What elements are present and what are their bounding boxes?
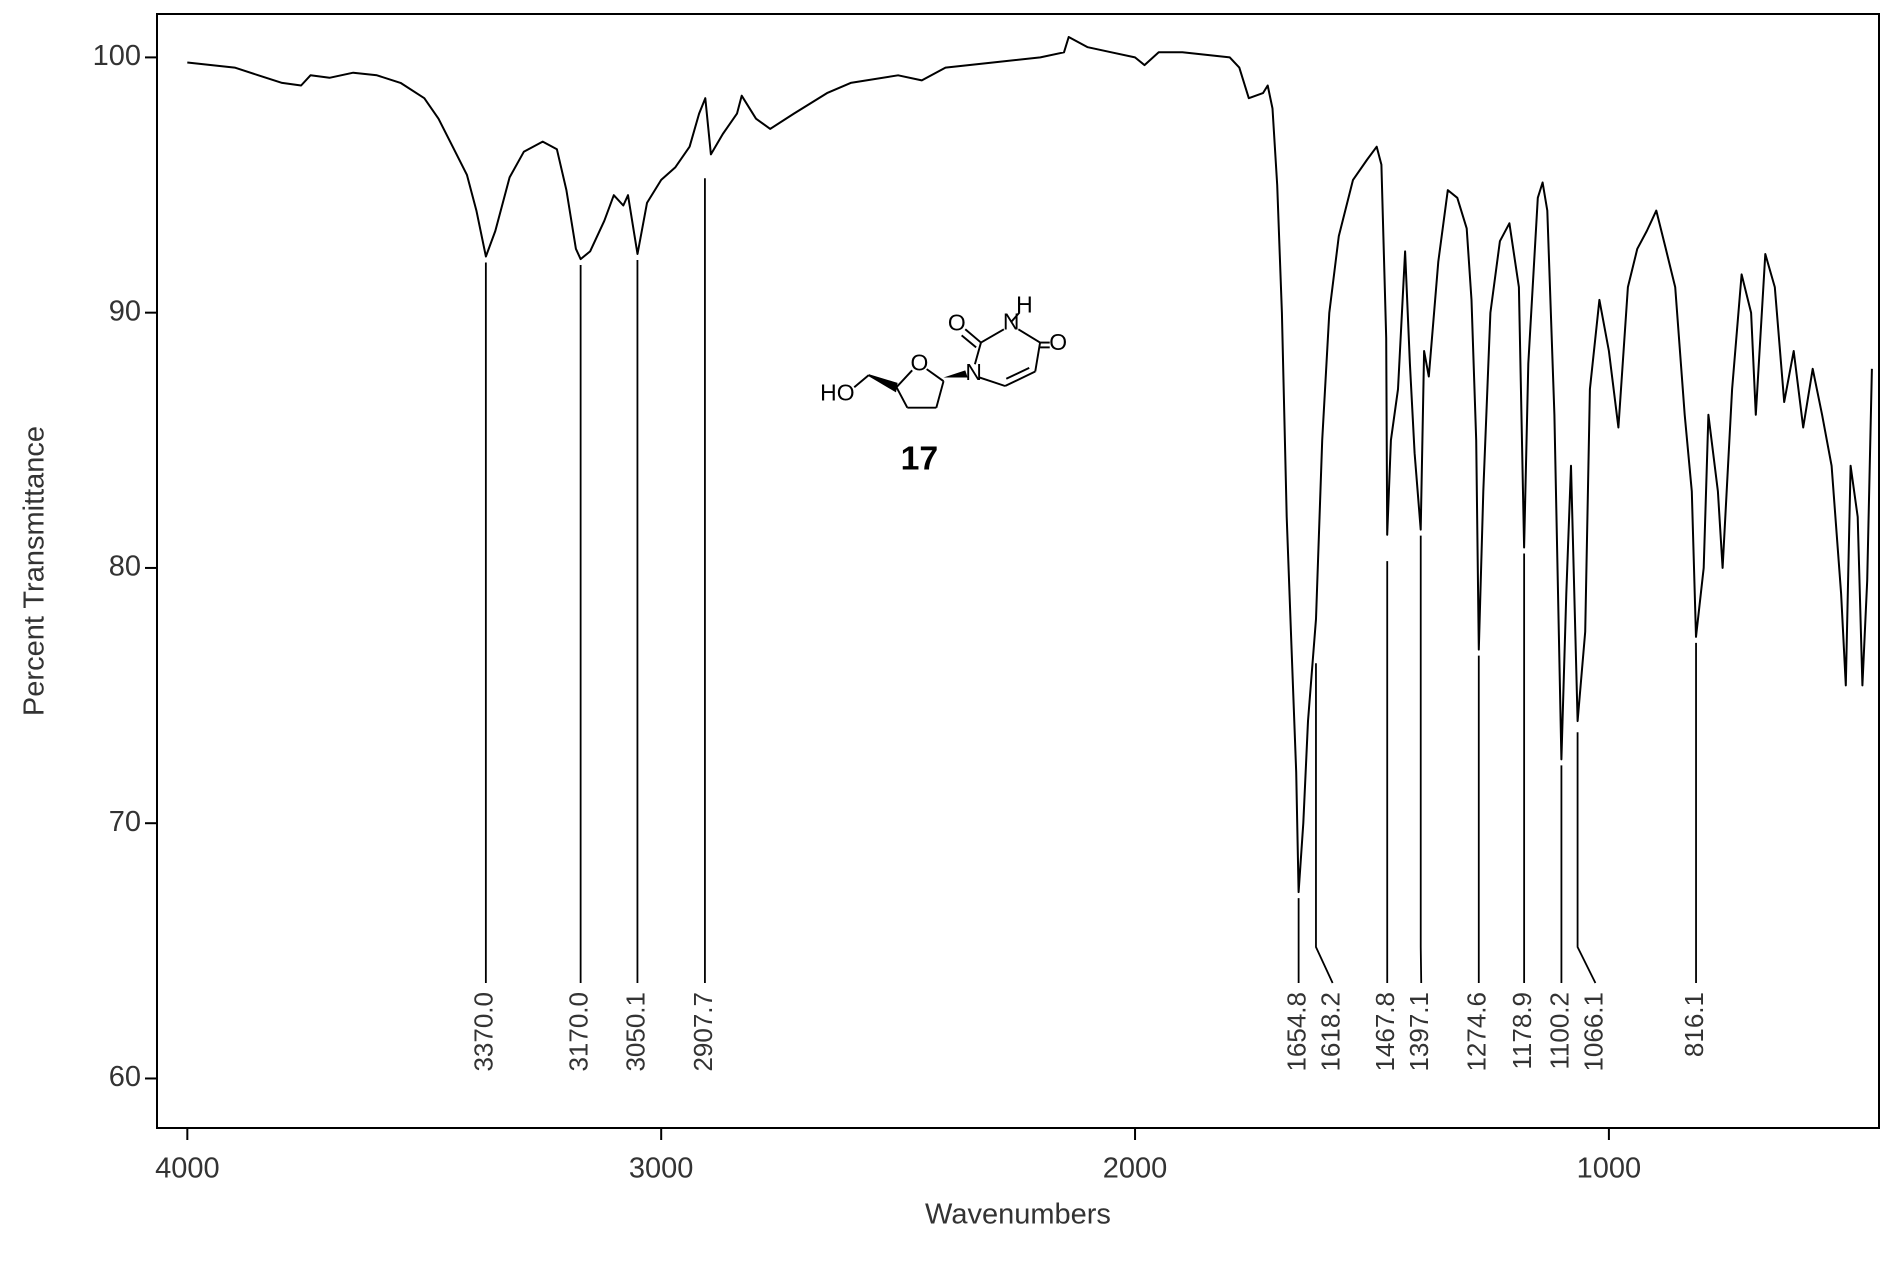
x-tick-label: 3000 [629, 1153, 694, 1185]
wedge-bond [868, 374, 898, 393]
x-tick-label: 2000 [1103, 1153, 1168, 1185]
molecule: HO O N O N H O 17 [820, 291, 1067, 477]
peak-label: 1178.9 [1507, 992, 1537, 1070]
atom-label: HO [820, 379, 854, 405]
bond [853, 374, 870, 388]
peak-label: 1618.2 [1315, 992, 1345, 1072]
bond [980, 328, 1005, 344]
x-axis-title: Wavenumbers [925, 1199, 1111, 1231]
peak-label: 2907.7 [688, 992, 718, 1072]
peak-label: 3170.0 [564, 992, 594, 1072]
atom-label: O [948, 310, 966, 336]
atom-label: N [1003, 308, 1020, 334]
y-tick-label: 70 [109, 806, 141, 838]
peak-leader [1576, 732, 1597, 984]
peak-label: 816.1 [1679, 992, 1709, 1057]
peak-label: 1397.1 [1404, 992, 1434, 1072]
spectrum-line [187, 36, 1873, 894]
y-tick-label: 100 [93, 40, 141, 72]
x-tick-label: 1000 [1577, 1153, 1642, 1185]
bond [979, 376, 1006, 387]
bond [1004, 370, 1036, 387]
bond [964, 328, 982, 344]
y-tick-label: 90 [109, 295, 141, 327]
bond [1010, 311, 1021, 323]
bond [973, 342, 982, 365]
peak-label: 1274.6 [1462, 992, 1492, 1072]
bond [895, 369, 913, 388]
y-axis-title: Percent Transmittance [19, 426, 51, 716]
plot-frame [156, 13, 1880, 1129]
atom-label: H [1016, 291, 1033, 317]
peak-leader [1315, 663, 1334, 984]
atom-label: O [1049, 329, 1067, 355]
y-tick-label: 60 [109, 1061, 141, 1093]
y-tick-label: 80 [109, 551, 141, 583]
compound-number: 17 [901, 440, 939, 478]
bond [935, 380, 945, 408]
peak-label: 1066.1 [1578, 992, 1608, 1072]
peak-label: 3050.1 [620, 992, 650, 1072]
peak-label: 3370.0 [469, 992, 499, 1072]
atom-label: O [910, 349, 928, 375]
x-tick-label: 4000 [155, 1153, 220, 1185]
peak-label: 1654.8 [1281, 992, 1311, 1072]
bond [926, 368, 945, 382]
peak-label: 1100.2 [1544, 992, 1574, 1070]
bond [961, 334, 977, 349]
bond [1017, 328, 1041, 344]
bond [1005, 367, 1030, 380]
bond [895, 386, 909, 409]
wedge-bond [943, 370, 968, 378]
peak-label: 1467.8 [1370, 992, 1400, 1072]
bond [1034, 342, 1042, 372]
atom-label: N [965, 359, 982, 385]
